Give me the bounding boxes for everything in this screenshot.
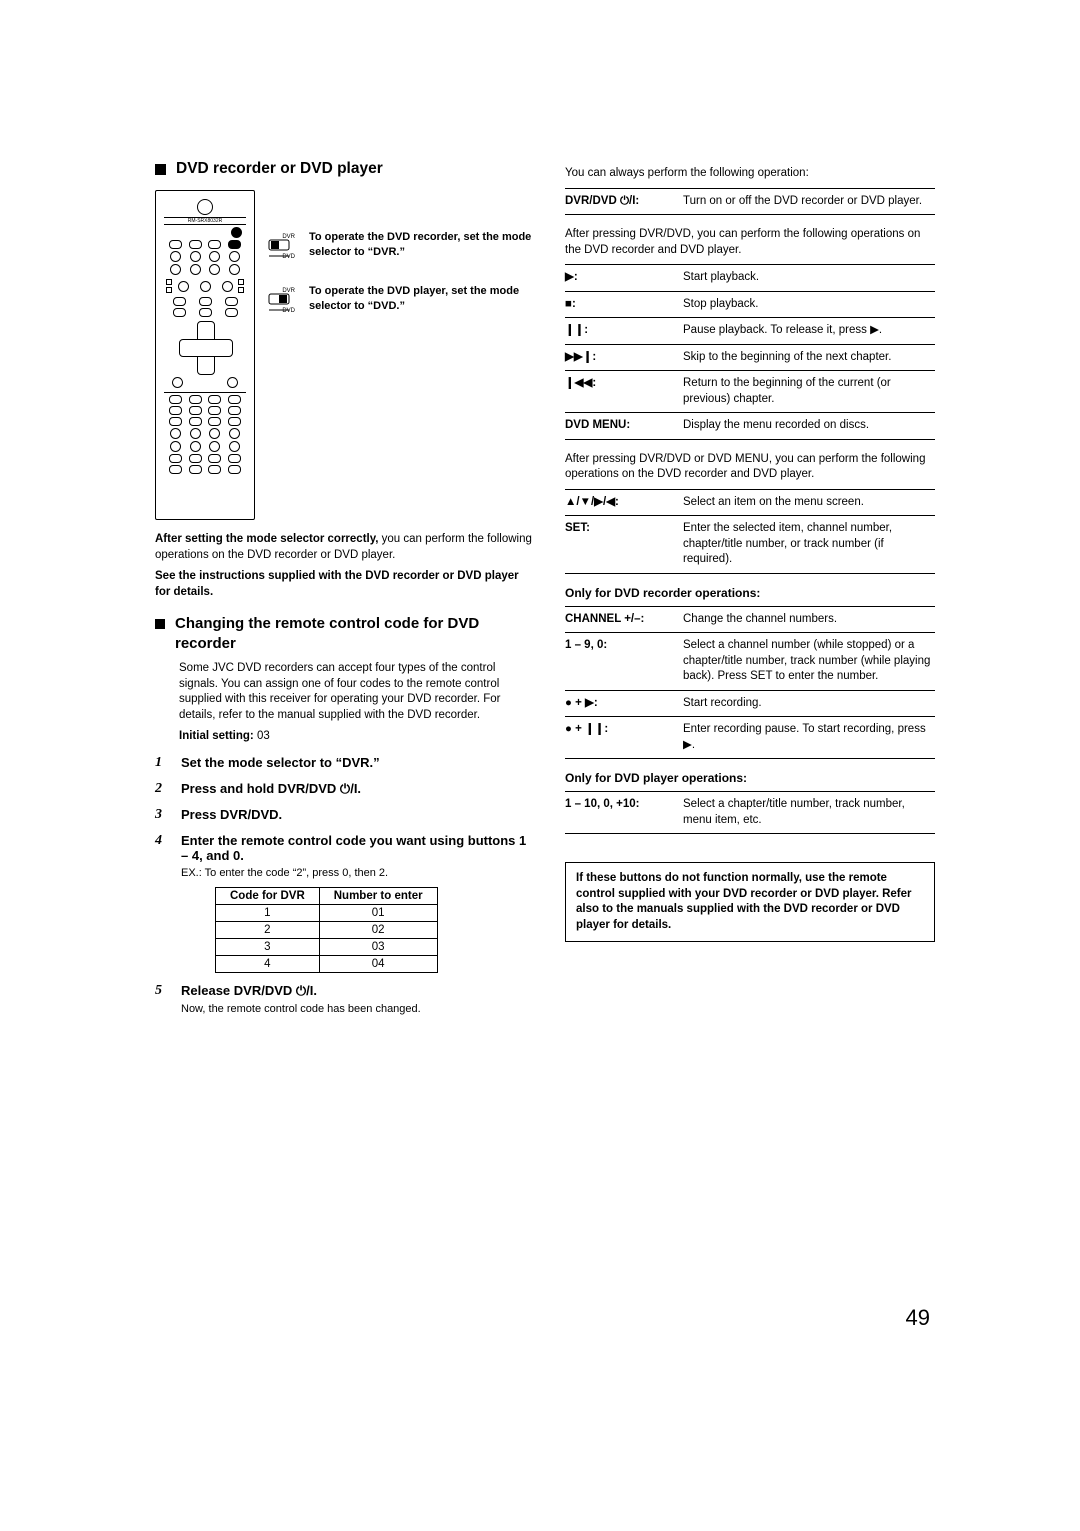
op-val: Start playback. <box>683 270 935 286</box>
change-code-title: Changing the remote control code for DVD… <box>175 614 535 653</box>
step-number: 4 <box>155 833 171 863</box>
op-val: Select a chapter/title number, track num… <box>683 797 935 828</box>
code-table: Code for DVR Number to enter 101 202 303… <box>215 887 438 973</box>
table-cell: 04 <box>319 955 437 972</box>
op-key: ● + ▶: <box>565 696 683 712</box>
code-table-header: Code for DVR <box>216 887 320 904</box>
initial-label: Initial setting: <box>179 730 254 742</box>
table-cell: 01 <box>319 904 437 921</box>
operation-block-4: CHANNEL +/–:Change the channel numbers. … <box>565 606 935 760</box>
op-val: Select an item on the menu screen. <box>683 495 935 511</box>
op-key: ❙❙: <box>565 323 683 339</box>
op-val: Enter recording pause. To start recordin… <box>683 722 935 753</box>
intro-para: You can always perform the following ope… <box>565 166 935 182</box>
table-cell: 2 <box>216 921 320 938</box>
op-key: 1 – 9, 0: <box>565 638 683 685</box>
section-title-text: DVD recorder or DVD player <box>176 160 383 178</box>
after-menu-para: After pressing DVR/DVD or DVD MENU, you … <box>565 452 935 483</box>
initial-setting: Initial setting: 03 <box>179 729 535 745</box>
op-val: Stop playback. <box>683 297 935 313</box>
svg-text:DVD: DVD <box>282 254 295 260</box>
op-val: Enter the selected item, channel number,… <box>683 521 935 568</box>
after-setting-bold: After setting the mode selector correctl… <box>155 533 378 545</box>
operation-block-5: 1 – 10, 0, +10:Select a chapter/title nu… <box>565 791 935 834</box>
table-cell: 1 <box>216 904 320 921</box>
selector-note-dvd: To operate the DVD player, set the mode … <box>309 284 535 314</box>
op-val: Display the menu recorded on discs. <box>683 418 935 434</box>
square-bullet-icon <box>155 164 166 175</box>
svg-text:DVD: DVD <box>282 308 295 314</box>
op-key: ● + ❙❙: <box>565 722 683 753</box>
op-key: DVR/DVD ⏻/I: <box>565 194 683 210</box>
op-val: Return to the beginning of the current (… <box>683 376 935 407</box>
change-code-heading: Changing the remote control code for DVD… <box>155 614 535 653</box>
code-table-header: Number to enter <box>319 887 437 904</box>
step-body: Press and hold DVR/DVD ⏻/I. <box>181 781 535 797</box>
initial-value: 03 <box>254 730 270 742</box>
step-number: 5 <box>155 983 171 999</box>
step-number: 2 <box>155 781 171 797</box>
op-val: Select a channel number (while stopped) … <box>683 638 935 685</box>
op-val: Change the channel numbers. <box>683 612 935 628</box>
step-example: EX.: To enter the code “2”, press 0, the… <box>181 867 535 879</box>
mode-selector-dvd-icon: DVR DVD <box>265 284 301 318</box>
square-bullet-icon <box>155 619 165 629</box>
step-body: Press DVR/DVD. <box>181 807 535 823</box>
table-cell: 4 <box>216 955 320 972</box>
op-val: Start recording. <box>683 696 935 712</box>
table-cell: 3 <box>216 938 320 955</box>
change-code-body: Some JVC DVD recorders can accept four t… <box>179 661 535 723</box>
step-number: 3 <box>155 807 171 823</box>
see-instructions: See the instructions supplied with the D… <box>155 569 535 600</box>
operation-block-1: DVR/DVD ⏻/I:Turn on or off the DVD recor… <box>565 188 935 216</box>
step-note: Now, the remote control code has been ch… <box>181 1003 535 1015</box>
op-key: ▶▶❙: <box>565 350 683 366</box>
operation-block-2: ▶:Start playback. ■:Stop playback. ❙❙:Pa… <box>565 264 935 440</box>
operation-block-3: ▲/▼/▶/◀:Select an item on the menu scree… <box>565 489 935 574</box>
svg-text:DVR: DVR <box>282 234 295 240</box>
op-key: ❙◀◀: <box>565 376 683 407</box>
op-key: SET: <box>565 521 683 568</box>
op-key: CHANNEL +/–: <box>565 612 683 628</box>
only-recorder-head: Only for DVD recorder operations: <box>565 586 935 600</box>
page-number: 49 <box>906 1305 930 1331</box>
section-title: DVD recorder or DVD player <box>155 160 535 178</box>
op-key: 1 – 10, 0, +10: <box>565 797 683 828</box>
selector-note-dvr: To operate the DVD recorder, set the mod… <box>309 230 535 260</box>
op-val: Pause playback. To release it, press ▶. <box>683 323 935 339</box>
after-press-para: After pressing DVR/DVD, you can perform … <box>565 227 935 258</box>
step-body: Release DVR/DVD ⏻/I. <box>181 983 535 999</box>
table-cell: 03 <box>319 938 437 955</box>
op-val: Skip to the beginning of the next chapte… <box>683 350 935 366</box>
op-key: ▶: <box>565 270 683 286</box>
op-val: Turn on or off the DVD recorder or DVD p… <box>683 194 935 210</box>
remote-control-illustration: RM-SRX8032R <box>155 190 255 520</box>
table-cell: 02 <box>319 921 437 938</box>
step-number: 1 <box>155 755 171 771</box>
svg-text:DVR: DVR <box>282 288 295 294</box>
op-key: ▲/▼/▶/◀: <box>565 495 683 511</box>
step-body: Enter the remote control code you want u… <box>181 833 535 863</box>
op-key: DVD MENU: <box>565 418 683 434</box>
after-setting-para: After setting the mode selector correctl… <box>155 532 535 563</box>
mode-selector-dvr-icon: DVR DVD <box>265 230 301 264</box>
step-body: Set the mode selector to “DVR.” <box>181 755 535 771</box>
notice-box: If these buttons do not function normall… <box>565 862 935 942</box>
op-key: ■: <box>565 297 683 313</box>
only-player-head: Only for DVD player operations: <box>565 771 935 785</box>
